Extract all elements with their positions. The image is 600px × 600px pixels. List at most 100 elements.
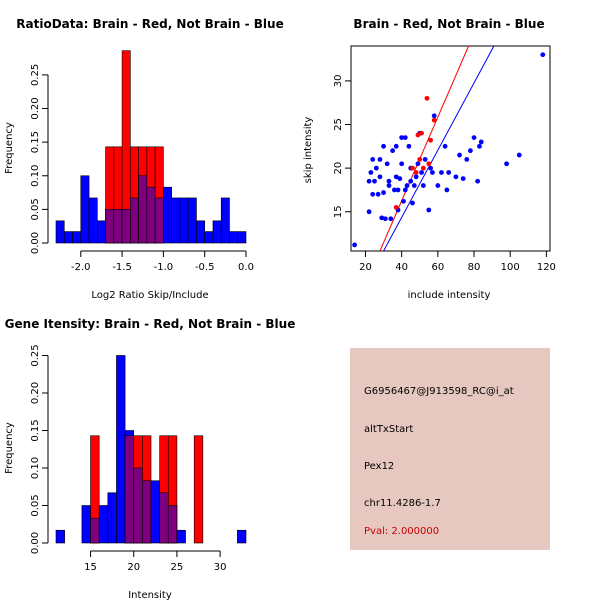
ratio-hist-bar-notbrain [63, 231, 73, 244]
scatter-point-notbrain [426, 207, 432, 213]
p-value: Pval: 2.000000 [364, 526, 440, 537]
scatter-point-notbrain [422, 157, 428, 162]
ratio-hist-x-tick-label: -1.0 [154, 262, 174, 273]
gene-hist-bar-overlap [90, 517, 100, 544]
gene-hist-y-tick-label: 0.25 [30, 344, 41, 366]
scatter-point-notbrain [393, 143, 399, 149]
scatter-point-notbrain [372, 178, 377, 184]
scatter-point-notbrain [464, 157, 470, 162]
ratio-hist-bar-notbrain [204, 231, 214, 244]
ratio-hist-bar-notbrain [220, 197, 230, 244]
scatter-point-notbrain [399, 161, 405, 167]
scatter-y-tick-label: 25 [333, 118, 344, 131]
ratio-hist-bar-notbrain [55, 220, 65, 244]
gene-hist-bar-overlap [133, 467, 143, 544]
scatter-point-notbrain [382, 216, 388, 222]
scatter-point-notbrain [504, 161, 509, 167]
ratio-hist-bar-notbrain [229, 231, 239, 244]
gene-hist-bar-notbrain [176, 529, 186, 544]
ratio-hist-bar-notbrain [237, 231, 247, 244]
scatter-point-notbrain [384, 161, 390, 167]
scatter-point-notbrain [453, 174, 459, 180]
scatter-point-notbrain [392, 187, 397, 193]
gene-hist-axes: 0.00 0.05 0.10 0.15 0.20 0.25 15 20 25 30 [30, 344, 226, 573]
gene-hist-y-tick-label: 0.15 [30, 419, 41, 441]
ratio-hist-y-tick-label: 0.15 [30, 131, 41, 153]
scatter-point-notbrain [375, 191, 381, 197]
scatter-ylabel: skip intensity [303, 117, 314, 184]
scatter-point-notbrain [415, 161, 421, 167]
scatter-point-brain [393, 204, 399, 210]
ratio-hist-bar-notbrain [171, 197, 181, 244]
gene-hist-y-tick-label: 0.20 [30, 382, 41, 404]
scatter-y-tick-label: 30 [333, 75, 344, 88]
scatter-point-notbrain [402, 187, 408, 193]
gene-histogram: Gene Itensity: Brain - Red, Not Brain - … [4, 317, 295, 600]
scatter-point-notbrain [404, 183, 410, 188]
scatter-point-brain [420, 165, 426, 171]
scatter-fit-lines [379, 45, 495, 252]
ratio-hist-bar-notbrain [80, 175, 90, 244]
scatter-points [352, 52, 546, 248]
gene-hist-y-tick-label: 0.00 [30, 532, 41, 554]
scatter-point-notbrain [475, 178, 481, 184]
ratio-hist-bar-notbrain [97, 220, 106, 244]
ratio-hist-bar-overlap [138, 175, 148, 244]
scatter-x-tick-label: 120 [537, 262, 556, 273]
gene-hist-ylabel: Frequency [4, 422, 15, 474]
scatter-point-notbrain [377, 174, 383, 180]
ratio-hist-bar-overlap [121, 209, 131, 244]
scatter-point-notbrain [370, 157, 376, 162]
gene-hist-x-tick-label: 30 [214, 562, 227, 573]
intensity-scatter: Brain - Red, Not Brain - Blue include in… [303, 17, 556, 301]
scatter-xlabel: include intensity [408, 290, 491, 301]
scatter-point-notbrain [401, 198, 406, 204]
gene-hist-x-tick-label: 25 [171, 562, 184, 573]
scatter-y-tick-label: 15 [333, 205, 344, 218]
ratio-hist-x-tick-label: -2.0 [71, 262, 91, 273]
scatter-point-notbrain [395, 187, 401, 193]
scatter-x-tick-label: 60 [431, 262, 444, 273]
ratio-hist-bar-notbrain [163, 186, 172, 244]
scatter-point-notbrain [386, 183, 392, 188]
gene-hist-bar-brain [193, 435, 204, 544]
scatter-point-brain [410, 165, 415, 171]
scatter-point-notbrain [413, 174, 419, 180]
scatter-x-tick-label: 100 [501, 262, 520, 273]
scatter-point-notbrain [478, 139, 484, 145]
notbrain-fit-line [383, 45, 495, 252]
scatter-point-notbrain [406, 143, 412, 149]
probe-id: G6956467@J913598_RC@i_at [364, 386, 514, 397]
ratio-hist-y-tick-label: 0.10 [30, 165, 41, 187]
scatter-point-notbrain [386, 178, 392, 184]
gene-hist-bar-notbrain [98, 505, 109, 544]
gene-hist-bar-overlap [167, 505, 178, 544]
scatter-point-notbrain [379, 215, 385, 221]
gene-hist-x-tick-label: 15 [84, 562, 97, 573]
ratio-hist-y-tick-label: 0.05 [30, 198, 41, 220]
scatter-point-notbrain [460, 176, 466, 181]
scatter-point-notbrain [381, 190, 386, 195]
scatter-point-notbrain [388, 216, 394, 222]
scatter-point-notbrain [468, 148, 473, 154]
scatter-point-notbrain [366, 178, 372, 184]
scatter-point-brain [413, 170, 419, 175]
scatter-point-notbrain [393, 174, 399, 180]
gene-hist-bar-overlap [159, 492, 169, 544]
ratio-hist-bar-notbrain [179, 197, 189, 244]
brain-fit-line [379, 45, 470, 252]
gene-name: Pex12 [364, 461, 395, 472]
gene-hist-bars [55, 355, 247, 544]
ratio-hist-bar-notbrain [187, 197, 197, 244]
gene-hist-bar-notbrain [81, 505, 91, 544]
ratio-hist-xlabel: Log2 Ratio Skip/Include [91, 290, 208, 301]
ratio-hist-y-tick-label: 0.25 [30, 64, 41, 86]
scatter-point-notbrain [435, 183, 441, 188]
gene-hist-x-tick-label: 20 [127, 562, 140, 573]
gene-hist-y-tick-label: 0.05 [30, 494, 41, 516]
scatter-point-notbrain [373, 165, 379, 171]
event-type: altTxStart [364, 424, 414, 435]
scatter-point-notbrain [411, 183, 417, 188]
scatter-point-notbrain [439, 170, 444, 175]
ratio-hist-title: RatioData: Brain - Red, Not Brain - Blue [16, 17, 283, 31]
